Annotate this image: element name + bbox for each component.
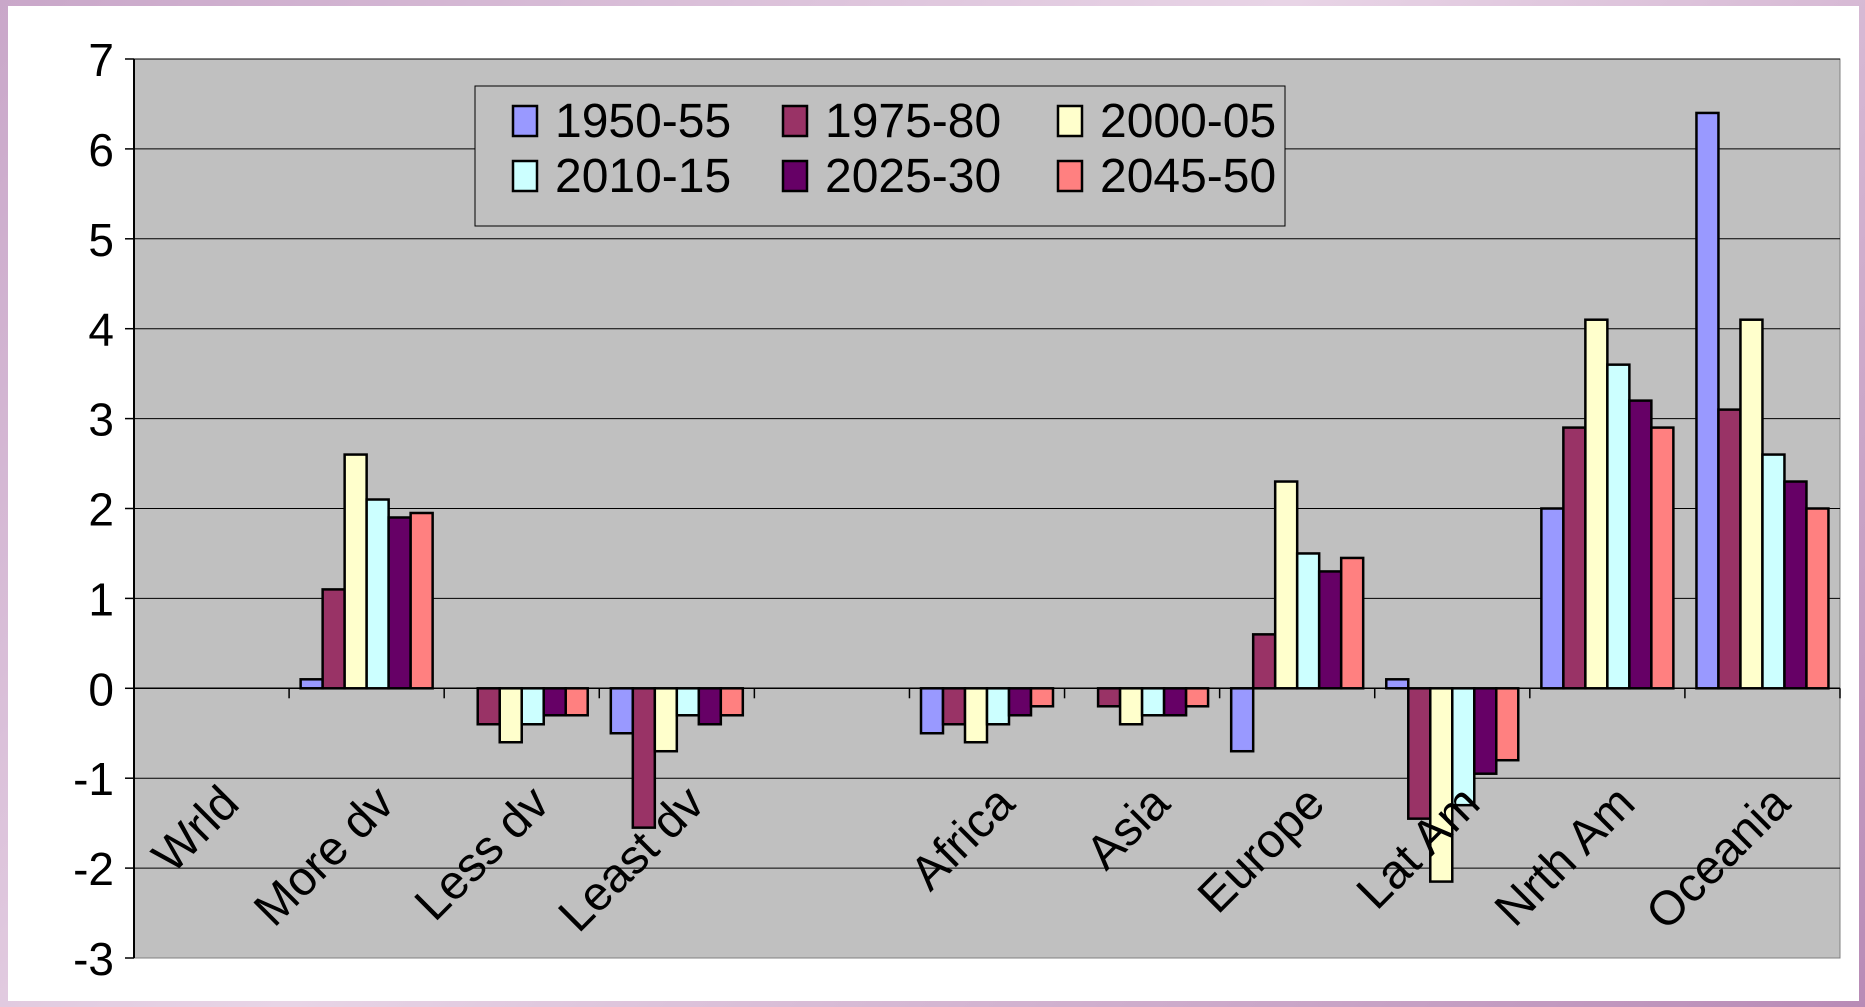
bar [1650,426,1675,690]
bar [1317,570,1343,690]
y-tick-label: 3 [88,394,114,446]
y-tick-label: 6 [88,124,114,176]
y-tick-label: 1 [88,573,114,625]
y-tick-label: 4 [88,304,114,356]
y-tick-label: -1 [73,753,114,805]
bar [1540,507,1565,690]
bar [1761,453,1786,690]
bar [1628,399,1653,690]
axes [125,58,1841,959]
legend-label: 2045-50 [1100,150,1276,203]
legend-swatch [511,159,539,193]
bar [1385,678,1410,690]
bar [1251,633,1277,690]
bar [1783,480,1808,690]
bar [299,678,324,690]
bar [520,687,545,726]
bar [963,687,989,744]
bar [498,687,523,744]
bars [299,111,1830,883]
bar [1118,687,1144,726]
chart-frame: -3 -2 -1 0 1 2 3 4 5 6 7 Wrld More dv Less dv Least d… [8,6,1859,1001]
bar [564,687,589,717]
y-tick-label: -2 [73,843,114,895]
bar [919,687,945,735]
y-tick-label: 5 [88,214,114,266]
bar [1029,687,1055,708]
legend-label: 2010-15 [555,150,731,203]
legend-label: 1975-80 [825,95,1001,148]
bar [609,687,635,735]
bar [1606,363,1631,690]
bar [365,498,390,690]
y-tick-label: 7 [88,34,114,86]
bar [409,511,434,690]
bar [697,687,723,726]
bar [1473,687,1498,775]
bar [321,588,346,690]
bar [653,687,679,753]
bar [1407,687,1432,820]
bar [1096,687,1122,708]
bar [1273,480,1299,690]
bar [476,687,501,726]
legend-swatch [781,159,809,193]
bar [1562,426,1587,690]
bar [1584,318,1609,690]
y-tick-label: -3 [73,933,114,985]
bar [387,516,412,690]
legend-swatch [1056,159,1084,193]
bar [941,687,967,726]
bar [1695,111,1720,690]
bar [1162,687,1188,717]
legend-swatch [781,104,809,138]
bar [1739,318,1764,690]
bar [1007,687,1033,717]
bar [1495,687,1520,762]
bar [1229,687,1255,753]
y-tick-labels: -3 -2 -1 0 1 2 3 4 5 6 7 [73,34,114,985]
bar [1805,507,1830,690]
legend-label: 2025-30 [825,150,1001,203]
legend-label: 2000-05 [1100,95,1276,148]
bar [1140,687,1166,717]
bar [719,687,745,717]
y-tick-label: 2 [88,484,114,536]
y-tick-label: 0 [88,663,114,715]
bar [1184,687,1210,708]
legend-swatch [511,104,539,138]
legend: 1950-55 1975-80 2000-05 2010-15 2025-30 2045-… [474,85,1286,227]
legend-label: 1950-55 [555,95,731,148]
bar [1339,556,1365,690]
legend-swatch [1056,104,1084,138]
bar [985,687,1011,726]
bar [542,687,567,717]
legend-box [474,85,1286,227]
bar [1717,408,1742,690]
bar [343,453,368,690]
bar [1295,552,1321,690]
bar [675,687,701,717]
